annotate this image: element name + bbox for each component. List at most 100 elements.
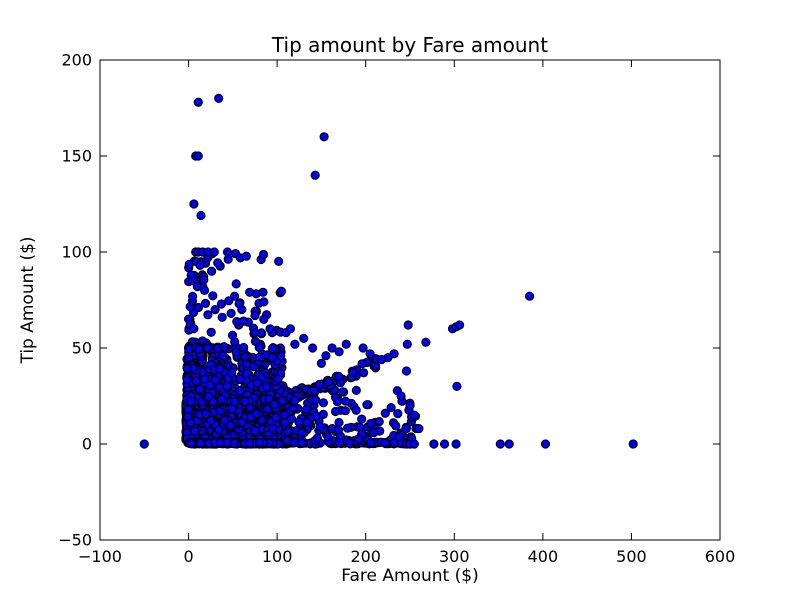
- data-point: [323, 431, 333, 442]
- data-point: [231, 279, 241, 289]
- data-point: [182, 363, 192, 374]
- data-point: [357, 414, 367, 424]
- data-point: [240, 396, 250, 407]
- data-point: [409, 410, 419, 420]
- data-point: [194, 344, 204, 354]
- data-point: [192, 282, 202, 292]
- data-point: [316, 358, 326, 368]
- data-point: [374, 417, 384, 427]
- data-point: [389, 349, 399, 359]
- data-point: [318, 398, 328, 408]
- data-point: [227, 330, 238, 340]
- x-tick-label: 0: [183, 547, 193, 566]
- data-point: [338, 387, 348, 397]
- y-tick-label: 150: [61, 147, 92, 166]
- data-point: [245, 438, 255, 448]
- data-point: [184, 344, 194, 354]
- data-point: [323, 377, 334, 387]
- x-tick-label: −100: [78, 547, 122, 566]
- data-point: [235, 374, 245, 384]
- data-point: [334, 347, 344, 357]
- data-point: [452, 381, 462, 391]
- data-point: [204, 392, 214, 402]
- data-point: [240, 351, 250, 362]
- data-point: [206, 415, 216, 426]
- data-point: [391, 421, 401, 431]
- data-point: [230, 291, 240, 301]
- data-point: [241, 251, 251, 261]
- data-point: [200, 374, 210, 385]
- data-point: [258, 287, 268, 297]
- data-point: [250, 426, 260, 436]
- data-point: [254, 352, 265, 362]
- data-point: [222, 247, 233, 257]
- data-point: [213, 258, 223, 268]
- data-point: [393, 409, 403, 419]
- axes-frame: [99, 59, 721, 541]
- data-point: [290, 395, 300, 406]
- data-point: [294, 417, 304, 427]
- data-point: [245, 287, 255, 297]
- data-point: [311, 395, 321, 405]
- data-point: [182, 375, 192, 385]
- data-point: [369, 428, 379, 438]
- data-point: [193, 97, 203, 107]
- data-point: [222, 381, 232, 391]
- y-axis-label: Tip Amount ($): [18, 236, 38, 364]
- data-point: [231, 347, 241, 357]
- data-point: [190, 426, 200, 436]
- data-point: [186, 439, 196, 449]
- data-point: [195, 260, 205, 270]
- data-point: [226, 308, 236, 318]
- data-point: [495, 439, 505, 449]
- data-point: [380, 408, 390, 418]
- data-point: [402, 339, 412, 349]
- data-point: [351, 385, 361, 395]
- data-point: [196, 210, 206, 221]
- data-point: [414, 424, 424, 434]
- data-point: [262, 404, 272, 414]
- data-point: [255, 438, 265, 448]
- data-point: [271, 412, 281, 423]
- data-point: [310, 170, 320, 180]
- data-point: [312, 433, 322, 443]
- data-point: [274, 256, 284, 266]
- data-point: [299, 333, 309, 343]
- data-point: [405, 401, 415, 411]
- data-point: [259, 314, 269, 324]
- data-point: [318, 409, 328, 419]
- data-point: [199, 285, 210, 295]
- data-point: [199, 275, 209, 285]
- data-point: [357, 359, 367, 369]
- data-point: [314, 379, 324, 390]
- data-point: [401, 423, 411, 433]
- data-point: [269, 400, 279, 410]
- data-point: [302, 417, 312, 427]
- data-point: [394, 432, 404, 442]
- data-point: [366, 438, 376, 448]
- data-point: [209, 247, 219, 257]
- data-point: [334, 371, 344, 381]
- data-point: [451, 439, 461, 449]
- data-point: [193, 151, 203, 161]
- data-point: [348, 367, 358, 378]
- data-point: [237, 417, 247, 427]
- data-point: [234, 299, 244, 309]
- data-point: [366, 418, 376, 429]
- data-point: [139, 439, 149, 449]
- scatter-points-layer: [139, 93, 638, 449]
- y-tick-label: −50: [58, 531, 92, 550]
- data-point: [289, 438, 299, 448]
- data-point: [220, 415, 230, 425]
- data-point: [206, 327, 216, 337]
- data-point: [342, 423, 353, 433]
- data-point: [327, 343, 337, 353]
- data-point: [297, 428, 307, 438]
- data-point: [409, 439, 419, 449]
- data-point: [377, 354, 387, 365]
- data-point: [265, 324, 275, 334]
- data-point: [333, 425, 344, 435]
- data-point: [250, 328, 260, 338]
- data-point: [208, 291, 218, 301]
